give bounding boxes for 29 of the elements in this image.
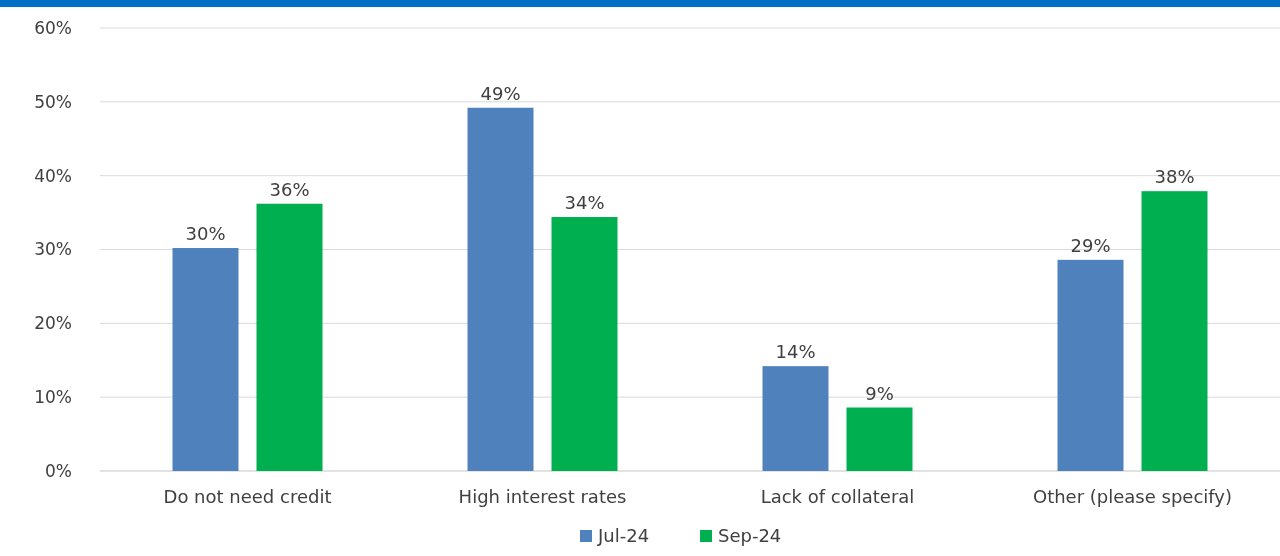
y-tick-label: 0% xyxy=(45,460,72,481)
bar xyxy=(846,407,913,471)
y-tick-label: 30% xyxy=(34,239,72,260)
data-label: 34% xyxy=(564,192,605,214)
data-label: 14% xyxy=(775,341,816,363)
bar xyxy=(467,107,534,471)
legend-label: Sep-24 xyxy=(718,525,782,546)
data-label: 30% xyxy=(185,223,226,245)
y-tick-label: 20% xyxy=(34,313,72,334)
y-tick-label: 10% xyxy=(34,387,72,408)
data-label: 36% xyxy=(269,178,310,200)
x-tick-label: High interest rates xyxy=(458,486,627,507)
bar xyxy=(762,366,829,471)
x-tick-label: Other (please specify) xyxy=(1032,486,1233,507)
data-label: 49% xyxy=(480,82,521,104)
x-tick-label: Lack of collateral xyxy=(760,486,915,507)
y-tick-label: 50% xyxy=(34,91,72,112)
legend-label: Jul-24 xyxy=(597,525,650,546)
data-label: 9% xyxy=(865,382,894,404)
bar xyxy=(172,248,239,471)
bar xyxy=(1141,191,1208,471)
bar xyxy=(551,217,618,471)
y-tick-label: 40% xyxy=(34,165,72,186)
bar xyxy=(1057,259,1124,471)
x-tick-label: Do not need credit xyxy=(163,486,332,507)
y-tick-label: 60% xyxy=(34,17,72,38)
bar xyxy=(256,203,323,471)
data-label: 29% xyxy=(1070,234,1111,256)
data-label: 38% xyxy=(1154,166,1195,188)
